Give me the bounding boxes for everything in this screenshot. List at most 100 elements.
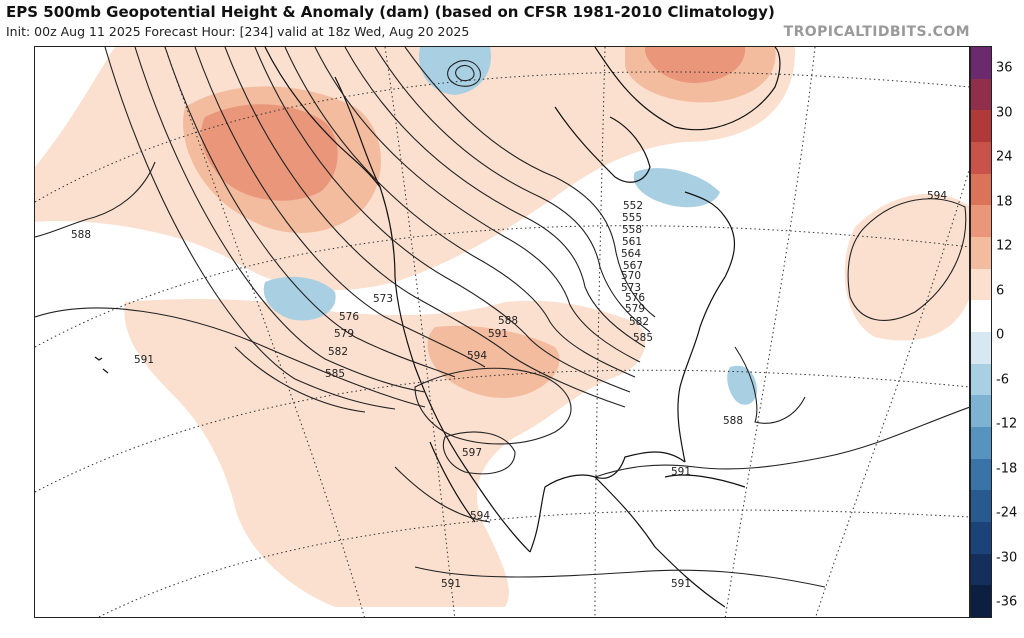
contour-597 — [442, 431, 516, 475]
label-552: 552 — [623, 200, 643, 212]
anomaly-12-northeast — [645, 47, 746, 83]
label-558: 558 — [622, 224, 642, 236]
colorbar-segment — [971, 458, 991, 491]
colorbar-segment — [971, 332, 991, 365]
colorbar-segment — [971, 268, 991, 301]
map-subtitle: Init: 00z Aug 11 2025 Forecast Hour: [23… — [6, 24, 470, 39]
colorbar-tick-label: -18 — [996, 461, 1018, 476]
anomaly-6-plains — [427, 325, 560, 398]
anomaly-shading — [35, 47, 969, 607]
label-570: 570 — [621, 270, 641, 282]
label-561: 561 — [622, 236, 642, 248]
contour-594-mexico — [394, 466, 491, 523]
label-582-east: 582 — [629, 316, 649, 328]
lat-lon-grid — [35, 47, 969, 617]
colorbar-tick-label: -12 — [996, 416, 1018, 432]
colorbar-segment — [971, 300, 991, 333]
contour-591-mexico — [414, 566, 826, 588]
colorbar-tick-label: -30 — [996, 550, 1018, 565]
anomaly-colorbar — [970, 46, 992, 618]
cuba — [664, 474, 746, 488]
colorbar-segment — [971, 490, 991, 523]
negative-anomaly-hudson — [419, 47, 491, 95]
contour-labels: 552 555 558 561 564 567 570 573 576 579 … — [71, 190, 947, 590]
label-576-east: 576 — [625, 292, 645, 304]
greenland-coast — [594, 47, 781, 131]
colorbar-tick-label: 12 — [996, 238, 1013, 254]
colorbar-segment — [971, 585, 991, 618]
height-contours — [35, 47, 969, 588]
label-588-plains: 588 — [498, 315, 518, 327]
colorbar-segment — [971, 205, 991, 238]
anomaly-12-west — [201, 104, 338, 201]
positive-anomaly-plains — [124, 299, 646, 607]
colorbar-segment — [971, 110, 991, 143]
map-canvas: 552 555 558 561 564 567 570 573 576 579 … — [35, 47, 969, 617]
colorbar-tick-label: -24 — [996, 505, 1018, 521]
contour-594-atlantic — [847, 198, 967, 321]
label-588-pacific: 588 — [71, 229, 91, 241]
label-582-west: 582 — [328, 346, 348, 358]
canada-east-coast — [684, 191, 736, 278]
colorbar-segment — [971, 522, 991, 555]
contour-588-pacific — [35, 161, 156, 238]
label-573-east: 573 — [621, 282, 641, 294]
mexico-gulf-coast — [529, 451, 686, 553]
label-591-pacific: 591 — [134, 354, 154, 366]
baja-california — [429, 441, 476, 523]
colorbar-tick-label: 6 — [996, 283, 1005, 298]
brand-watermark: TROPICALTIDBITS.COM — [783, 24, 970, 40]
colorbar-tick-label: 0 — [996, 327, 1005, 343]
alaska-coast — [264, 47, 381, 188]
colorbar-segment — [971, 173, 991, 206]
label-555: 555 — [622, 212, 642, 224]
central-america — [594, 476, 726, 608]
hawaii — [94, 356, 109, 374]
label-591-plains: 591 — [488, 328, 508, 340]
label-579-west: 579 — [334, 328, 354, 340]
positive-anomaly-atlantic — [844, 193, 969, 341]
label-579-east: 579 — [625, 303, 645, 315]
label-594-atlantic: 594 — [927, 190, 947, 202]
contour-585 — [234, 346, 366, 413]
hudson-bay — [554, 106, 651, 183]
label-591-caribbean: 591 — [671, 578, 691, 590]
closed-low-hudson — [447, 60, 481, 87]
colorbar-segment — [971, 142, 991, 175]
contour-591-gulf — [594, 406, 969, 478]
map-title: EPS 500mb Geopotential Height & Anomaly … — [6, 3, 775, 21]
colorbar-tick-label: 24 — [996, 149, 1013, 165]
colorbar-segment — [971, 78, 991, 111]
negative-anomaly-pacific — [263, 276, 336, 321]
label-594-mexico: 594 — [470, 510, 490, 522]
contour-594 — [414, 367, 572, 445]
colorbar-tick-label: 36 — [996, 60, 1013, 76]
label-591-mexico: 591 — [441, 578, 461, 590]
us-east-coast — [677, 276, 726, 463]
colorbar-segment — [971, 395, 991, 428]
label-585-east: 585 — [633, 332, 653, 344]
north-america-west-coast — [334, 76, 531, 553]
contour-588-atlantic — [734, 346, 806, 424]
contour-591-west — [35, 307, 426, 408]
label-576-west: 576 — [339, 311, 359, 323]
colorbar-segment — [971, 553, 991, 586]
colorbar-segment — [971, 237, 991, 270]
map-panel: 552 555 558 561 564 567 570 573 576 579 … — [34, 46, 970, 618]
label-597: 597 — [462, 447, 482, 459]
colorbar-tick-label: 30 — [996, 105, 1013, 120]
colorbar-segment — [971, 427, 991, 460]
colorbar-segment — [971, 363, 991, 396]
label-564: 564 — [621, 248, 641, 260]
label-591-gulf: 591 — [671, 466, 691, 478]
closed-low-hudson-inner — [455, 64, 475, 82]
colorbar-tick-label: 18 — [996, 194, 1013, 209]
colorbar-tick-label: -36 — [996, 594, 1018, 610]
label-573-west: 573 — [373, 293, 393, 305]
label-588-atlantic: 588 — [723, 415, 743, 427]
label-567: 567 — [623, 260, 643, 272]
colorbar-segment — [971, 47, 991, 80]
colorbar-tick-label: -6 — [996, 372, 1009, 387]
label-594-plains: 594 — [467, 350, 487, 362]
label-585-west: 585 — [325, 368, 345, 380]
